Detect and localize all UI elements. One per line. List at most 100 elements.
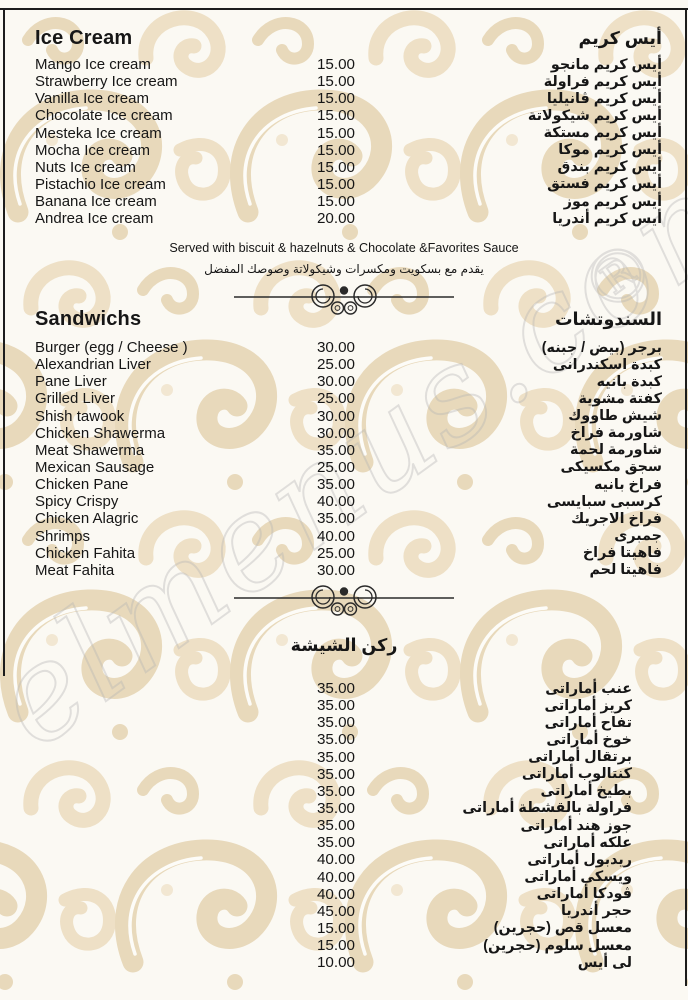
item-name-en: Meat Shawerma: [35, 441, 145, 459]
section-header-sandwiches: Sandwichs السندوتشات: [35, 308, 662, 331]
menu-item-row: Chicken Shawerma 30.00 شاورمة فراخ: [0, 425, 688, 442]
ice-cream-title-en: Ice Cream: [35, 27, 133, 49]
menu-item-row: 35.00 تفاح أماراتى: [0, 714, 688, 731]
menu-item-row: Shrimps 40.00 جمبرى: [0, 528, 688, 545]
item-name-ar: شاورمة لحمة: [570, 442, 662, 459]
item-price: 15.00: [316, 124, 355, 142]
page-border-top: [0, 8, 688, 10]
item-name-ar: كفتة مشوية: [578, 390, 663, 407]
ornament-divider: [234, 284, 454, 315]
item-price: 15.00: [316, 193, 355, 211]
item-name-ar: كرسبى سبايسى: [546, 493, 662, 510]
item-price: 35.00: [316, 731, 355, 749]
menu-item-row: Chocolate Ice cream 15.00 أيس كريم شيكولات…: [0, 107, 688, 124]
item-name-ar: جمبرى: [614, 528, 662, 545]
item-name-ar: فراولة بالقشطة أماراتى: [462, 800, 632, 817]
item-price: 15.00: [316, 56, 355, 73]
item-name-ar: فراخ بانيه: [593, 476, 662, 493]
item-name-ar: ريدبول أماراتى: [527, 851, 632, 868]
item-name-ar: أيس كريم بندق: [557, 159, 662, 176]
item-name-ar: تفاح أماراتى: [544, 714, 632, 731]
item-name-en: Chicken Alagric: [35, 510, 139, 528]
item-name-en: Mocha Ice cream: [35, 141, 151, 159]
menu-item-row: Pistachio Ice cream 15.00 أيس كريم فستق: [0, 176, 688, 193]
menu-item-row: 35.00 فراولة بالقشطة أماراتى: [0, 800, 688, 817]
menu-item-row: Nuts Ice cream 15.00 أيس كريم بندق: [0, 159, 688, 176]
menu-item-row: 15.00 معسل سلوم (حجرين): [0, 937, 688, 954]
item-price: 15.00: [316, 175, 355, 193]
item-price: 25.00: [316, 390, 355, 408]
menu-item-row: Alexandrian Liver 25.00 كبدة اسكندرانى: [0, 356, 688, 373]
menu-item-row: Andrea Ice cream 20.00 أيس كريم أندريا: [0, 210, 688, 227]
item-price: 30.00: [316, 424, 355, 442]
shisha-title-ar: ركن الشيشة: [290, 635, 398, 655]
item-name-ar: أيس كريم فراولة: [543, 73, 662, 90]
item-price: 30.00: [316, 561, 355, 579]
item-name-ar: فاهيتا فراخ: [582, 545, 662, 562]
item-price: 30.00: [316, 373, 355, 391]
item-price: 25.00: [316, 356, 355, 374]
menu-item-row: Mango Ice cream 15.00 أيس كريم مانجو: [0, 56, 688, 73]
menu-item-row: 40.00 ڤودكا أماراتى: [0, 886, 688, 903]
item-name-en: Andrea Ice cream: [35, 210, 154, 228]
item-name-ar: أيس كريم موز: [563, 193, 662, 210]
item-price: 35.00: [316, 748, 355, 766]
menu-item-row: Mocha Ice cream 15.00 أيس كريم موكا: [0, 142, 688, 159]
item-price: 35.00: [316, 765, 355, 783]
item-price: 25.00: [316, 544, 355, 562]
item-name-ar: أيس كريم ڤانيليا: [546, 90, 662, 107]
item-price: 30.00: [316, 339, 355, 356]
item-name-ar: معسل سلوم (حجرين): [483, 937, 632, 954]
shisha-item-list: 35.00 عنب أماراتى 35.00 كريز أماراتى 35.00 تف…: [0, 680, 688, 971]
item-name-ar: أيس كريم موكا: [558, 142, 662, 159]
item-price: 35.00: [316, 782, 355, 800]
item-name-ar: أيس كريم أندريا: [552, 210, 662, 227]
menu-item-row: 35.00 كنتالوب أماراتى: [0, 766, 688, 783]
item-price: 10.00: [316, 954, 355, 972]
item-name-ar: أيس كريم فستق: [547, 176, 662, 193]
item-price: 15.00: [316, 90, 355, 108]
item-price: 15.00: [316, 158, 355, 176]
item-name-en: Chicken Pane: [35, 476, 129, 494]
item-name-en: Strawberry Ice cream: [35, 73, 178, 91]
item-name-ar: برجر (بيض / جبنه): [541, 339, 662, 356]
menu-item-row: 35.00 بطيخ أماراتى: [0, 783, 688, 800]
item-price: 15.00: [316, 141, 355, 159]
item-name-ar: خوخ أماراتى: [546, 731, 632, 748]
item-name-en: Alexandrian Liver: [35, 356, 151, 374]
item-name-ar: حجر أندريا: [561, 903, 632, 920]
menu-item-row: 35.00 برتقال أماراتى: [0, 749, 688, 766]
menu-item-row: 45.00 حجر أندريا: [0, 903, 688, 920]
item-name-en: Burger (egg / Cheese ): [35, 339, 188, 356]
sandwiches-title-en: Sandwichs: [35, 308, 142, 330]
item-name-ar: برتقال أماراتى: [528, 749, 632, 766]
item-name-en: Mexican Sausage: [35, 458, 155, 476]
item-price: 40.00: [316, 493, 355, 511]
item-name-en: Chocolate Ice cream: [35, 107, 173, 125]
item-price: 30.00: [316, 407, 355, 425]
item-price: 15.00: [316, 919, 355, 937]
item-name-en: Nuts Ice cream: [35, 158, 136, 176]
item-price: 35.00: [316, 680, 355, 697]
item-name-ar: ويسكى أماراتى: [524, 869, 632, 886]
item-price: 35.00: [316, 441, 355, 459]
item-name-en: Banana Ice cream: [35, 193, 157, 211]
item-price: 40.00: [316, 851, 355, 869]
menu-item-row: 40.00 ويسكى أماراتى: [0, 869, 688, 886]
item-name-en: Chicken Fahita: [35, 544, 136, 562]
item-name-ar: أيس كريم مستكة: [543, 125, 662, 142]
item-price: 35.00: [316, 834, 355, 852]
item-price: 35.00: [316, 714, 355, 732]
item-name-ar: جوز هند أماراتى: [520, 817, 632, 834]
item-name-en: Pistachio Ice cream: [35, 175, 166, 193]
item-name-ar: كريز أماراتى: [544, 697, 632, 714]
item-name-en: Mango Ice cream: [35, 56, 151, 73]
item-price: 25.00: [316, 458, 355, 476]
section-header-ice-cream: Ice Cream أيس كريم: [35, 27, 662, 50]
menu-item-row: 10.00 لى أيس: [0, 954, 688, 971]
menu-item-row: Chicken Alagric 35.00 فراخ الاجريك: [0, 510, 688, 527]
item-name-ar: لى أيس: [577, 954, 632, 971]
menu-item-row: Banana Ice cream 15.00 أيس كريم موز: [0, 193, 688, 210]
menu-item-row: Chicken Pane 35.00 فراخ بانيه: [0, 476, 688, 493]
